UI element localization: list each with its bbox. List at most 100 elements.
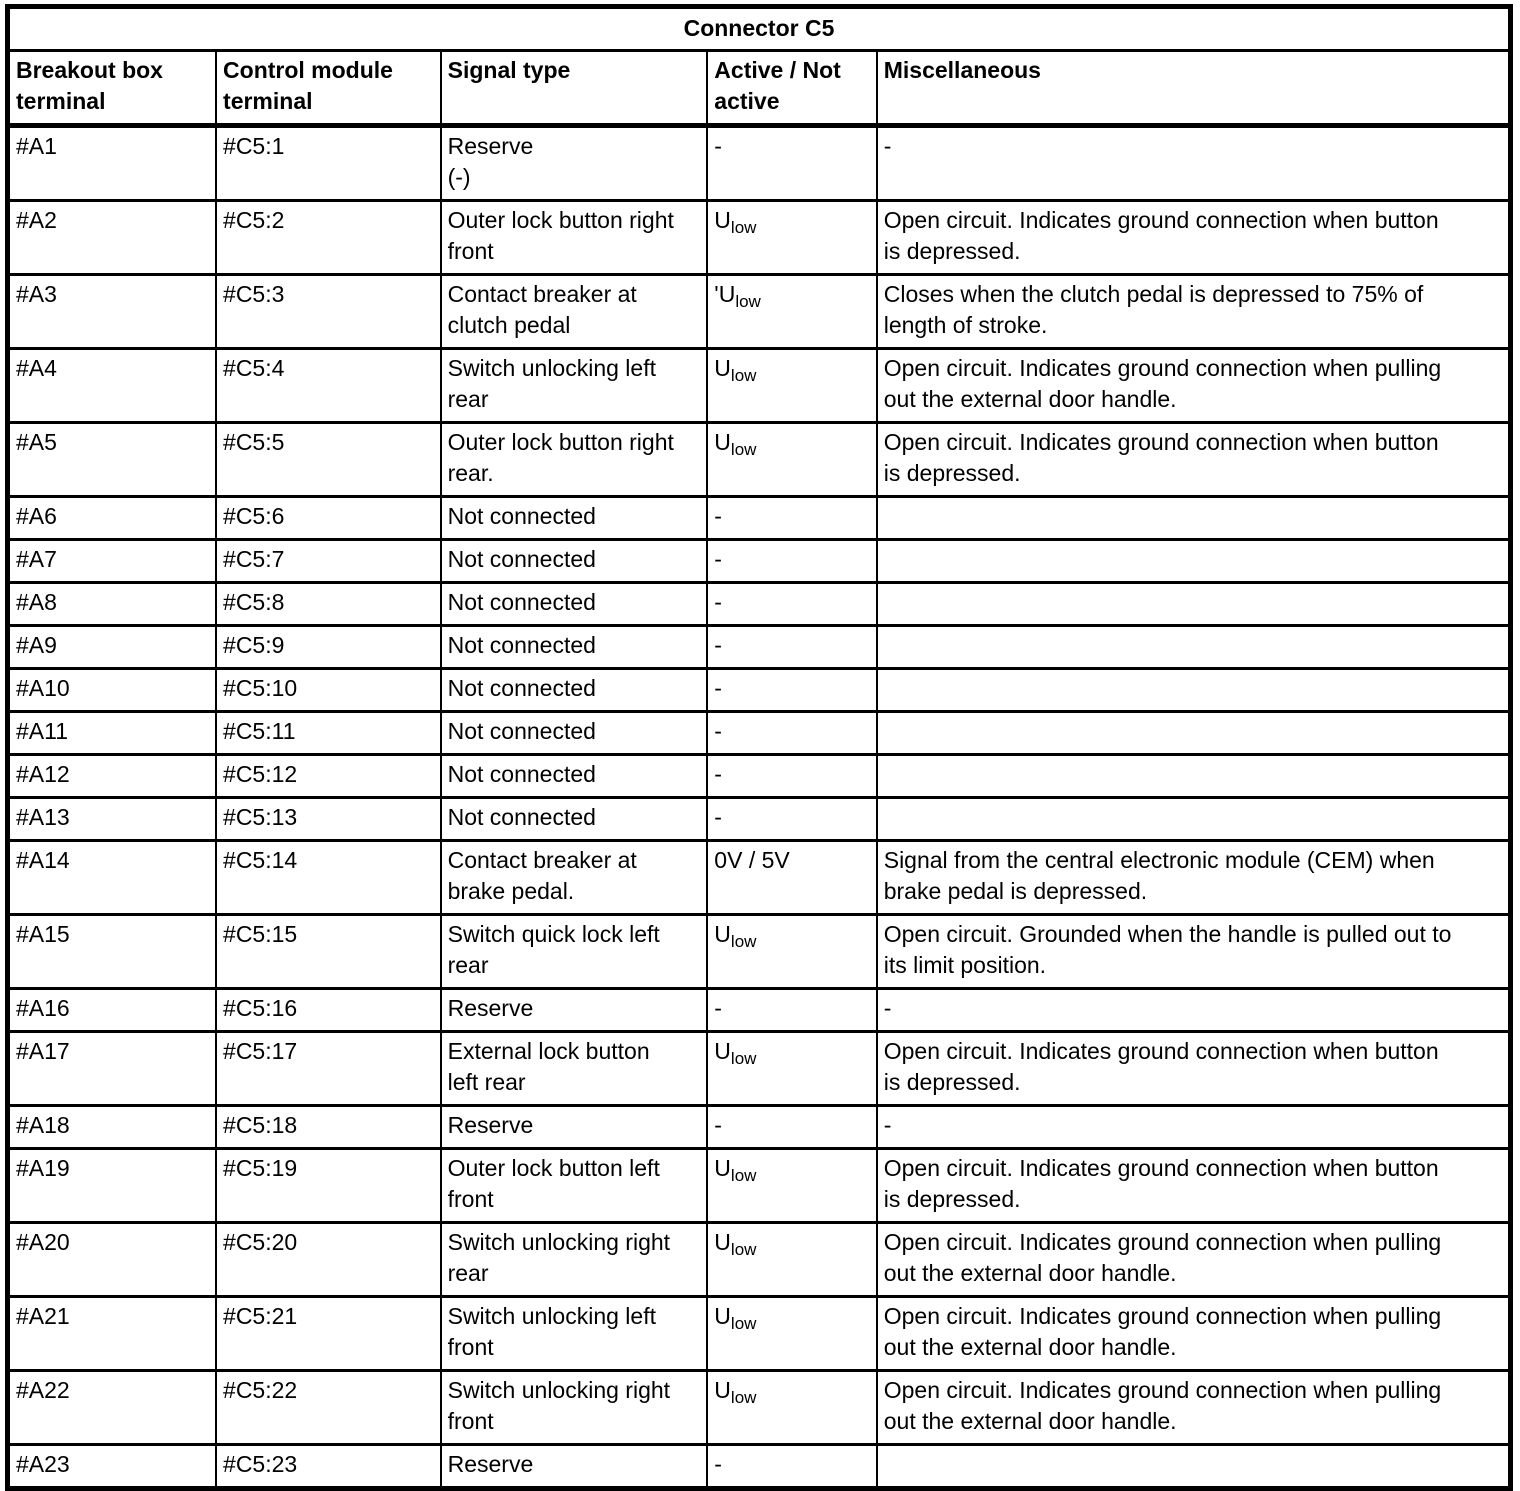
module-terminal-cell: #C5:6 <box>215 495 442 541</box>
active-state-cell: - <box>706 124 878 202</box>
miscellaneous-cell: Open circuit. Indicates ground connectio… <box>875 1030 1512 1107</box>
miscellaneous-cell: Open circuit. Indicates ground connectio… <box>875 347 1512 424</box>
signal-type-cell: Not connected <box>439 667 709 713</box>
miscellaneous-cell <box>875 710 1512 756</box>
active-state-cell: Ulow <box>706 199 878 276</box>
module-terminal-cell: #C5:20 <box>215 1221 442 1298</box>
table-row: #A14 #C5:14 Contact breaker at brake ped… <box>6 839 1512 916</box>
column-header-control-module-terminal: Control module terminal <box>215 49 442 128</box>
signal-type-cell: Reserve (-) <box>439 124 709 202</box>
column-header-row: Breakout box terminal Control module ter… <box>6 49 1512 128</box>
active-state-cell: - <box>706 1443 878 1490</box>
breakout-terminal-cell: #A19 <box>6 1147 218 1224</box>
breakout-terminal-cell: #A17 <box>6 1030 218 1107</box>
active-state-cell: Ulow <box>706 1221 878 1298</box>
title-row: Connector C5 <box>6 5 1512 52</box>
module-terminal-cell: #C5:1 <box>215 124 442 202</box>
table-row: #A16 #C5:16 Reserve - - <box>6 987 1512 1033</box>
module-terminal-cell: #C5:22 <box>215 1369 442 1446</box>
miscellaneous-cell <box>875 495 1512 541</box>
signal-type-cell: Outer lock button right front <box>439 199 709 276</box>
module-terminal-cell: #C5:16 <box>215 987 442 1033</box>
signal-type-cell: Switch unlocking right rear <box>439 1221 709 1298</box>
signal-type-cell: Reserve <box>439 1443 709 1490</box>
miscellaneous-cell: Open circuit. Indicates ground connectio… <box>875 1295 1512 1372</box>
breakout-terminal-cell: #A3 <box>6 273 218 350</box>
breakout-terminal-cell: #A16 <box>6 987 218 1033</box>
table-row: #A1 #C5:1 Reserve (-) - - <box>6 124 1512 202</box>
miscellaneous-cell <box>875 667 1512 713</box>
module-terminal-cell: #C5:18 <box>215 1104 442 1150</box>
breakout-terminal-cell: #A20 <box>6 1221 218 1298</box>
active-state-cell: Ulow <box>706 1295 878 1372</box>
miscellaneous-cell: Signal from the central electronic modul… <box>875 839 1512 916</box>
table-row: #A13 #C5:13 Not connected - <box>6 796 1512 842</box>
module-terminal-cell: #C5:19 <box>215 1147 442 1224</box>
breakout-terminal-cell: #A1 <box>6 124 218 202</box>
signal-type-cell: Not connected <box>439 581 709 627</box>
miscellaneous-cell: - <box>875 1104 1512 1150</box>
column-header-active-not-active: Active / Not active <box>706 49 878 128</box>
table-row: #A20 #C5:20 Switch unlocking right rear … <box>6 1221 1512 1298</box>
active-state-cell: - <box>706 624 878 670</box>
table-row: #A19 #C5:19 Outer lock button left front… <box>6 1147 1512 1224</box>
table-row: #A17 #C5:17 External lock button left re… <box>6 1030 1512 1107</box>
signal-type-cell: Outer lock button left front <box>439 1147 709 1224</box>
table-title: Connector C5 <box>6 5 1512 52</box>
module-terminal-cell: #C5:11 <box>215 710 442 756</box>
miscellaneous-cell <box>875 753 1512 799</box>
breakout-terminal-cell: #A2 <box>6 199 218 276</box>
module-terminal-cell: #C5:15 <box>215 913 442 990</box>
table-row: #A3 #C5:3 Contact breaker at clutch peda… <box>6 273 1512 350</box>
table-body: #A1 #C5:1 Reserve (-) - - #A2 #C5:2 Oute… <box>6 124 1512 1490</box>
active-state-cell: - <box>706 710 878 756</box>
miscellaneous-cell <box>875 624 1512 670</box>
miscellaneous-cell <box>875 538 1512 584</box>
table-row: #A21 #C5:21 Switch unlocking left front … <box>6 1295 1512 1372</box>
column-header-breakout-box-terminal: Breakout box terminal <box>6 49 218 128</box>
table-row: #A12 #C5:12 Not connected - <box>6 753 1512 799</box>
miscellaneous-cell: Open circuit. Indicates ground connectio… <box>875 1221 1512 1298</box>
breakout-terminal-cell: #A12 <box>6 753 218 799</box>
breakout-terminal-cell: #A13 <box>6 796 218 842</box>
breakout-terminal-cell: #A4 <box>6 347 218 424</box>
breakout-terminal-cell: #A15 <box>6 913 218 990</box>
module-terminal-cell: #C5:23 <box>215 1443 442 1490</box>
active-state-cell: Ulow <box>706 421 878 498</box>
signal-type-cell: Switch quick lock left rear <box>439 913 709 990</box>
module-terminal-cell: #C5:12 <box>215 753 442 799</box>
active-state-cell: - <box>706 1104 878 1150</box>
module-terminal-cell: #C5:2 <box>215 199 442 276</box>
signal-type-cell: Not connected <box>439 538 709 584</box>
active-state-cell: 'Ulow <box>706 273 878 350</box>
signal-type-cell: Switch unlocking left front <box>439 1295 709 1372</box>
breakout-terminal-cell: #A10 <box>6 667 218 713</box>
breakout-terminal-cell: #A23 <box>6 1443 218 1490</box>
active-state-cell: Ulow <box>706 913 878 990</box>
signal-type-cell: Contact breaker at clutch pedal <box>439 273 709 350</box>
table-row: #A15 #C5:15 Switch quick lock left rear … <box>6 913 1512 990</box>
module-terminal-cell: #C5:8 <box>215 581 442 627</box>
miscellaneous-cell: - <box>875 124 1512 202</box>
module-terminal-cell: #C5:4 <box>215 347 442 424</box>
signal-type-cell: Switch unlocking left rear <box>439 347 709 424</box>
signal-type-cell: Not connected <box>439 495 709 541</box>
module-terminal-cell: #C5:7 <box>215 538 442 584</box>
signal-type-cell: Reserve <box>439 987 709 1033</box>
signal-type-cell: Contact breaker at brake pedal. <box>439 839 709 916</box>
column-header-miscellaneous: Miscellaneous <box>875 49 1512 128</box>
breakout-terminal-cell: #A11 <box>6 710 218 756</box>
active-state-cell: Ulow <box>706 1030 878 1107</box>
signal-type-cell: External lock button left rear <box>439 1030 709 1107</box>
miscellaneous-cell <box>875 796 1512 842</box>
miscellaneous-cell: - <box>875 987 1512 1033</box>
breakout-terminal-cell: #A5 <box>6 421 218 498</box>
miscellaneous-cell: Open circuit. Indicates ground connectio… <box>875 1369 1512 1446</box>
table-row: #A23 #C5:23 Reserve - <box>6 1443 1512 1490</box>
table-row: #A10 #C5:10 Not connected - <box>6 667 1512 713</box>
active-state-cell: - <box>706 987 878 1033</box>
active-state-cell: Ulow <box>706 1369 878 1446</box>
active-state-cell: - <box>706 667 878 713</box>
active-state-cell: - <box>706 538 878 584</box>
active-state-cell: - <box>706 495 878 541</box>
